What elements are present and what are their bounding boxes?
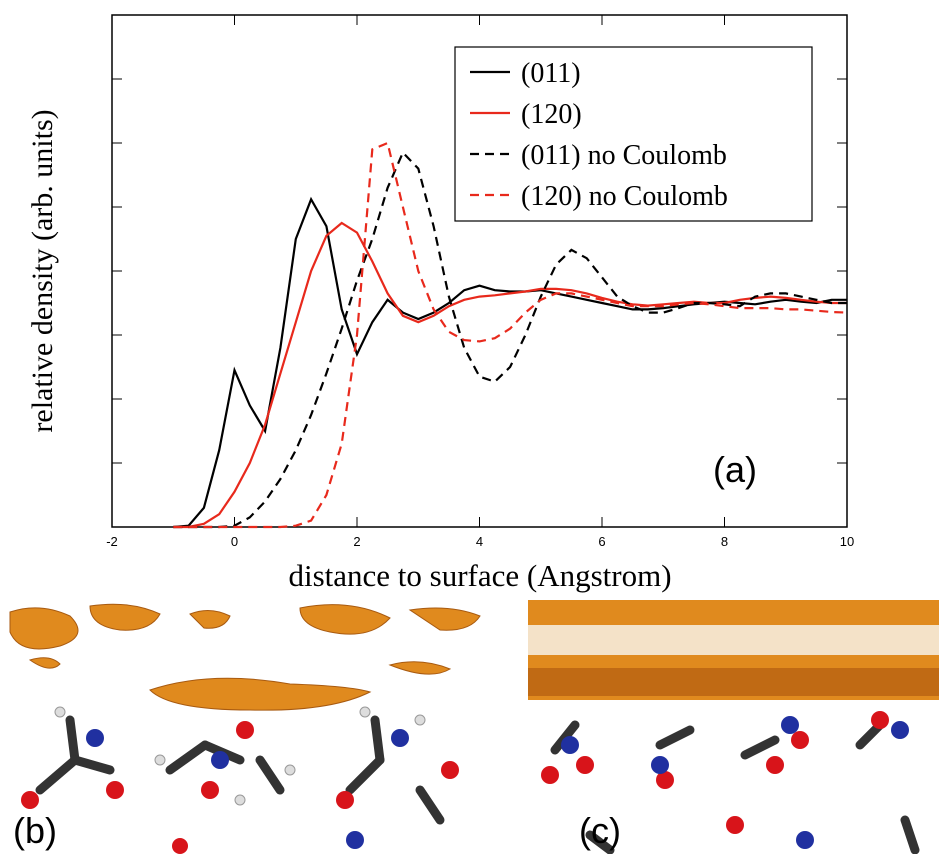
x-tick-label: 8 — [721, 534, 728, 549]
panel-label: (c) — [579, 810, 621, 851]
x-tick-label: -2 — [106, 534, 118, 549]
legend-box — [454, 46, 813, 222]
legend-label: (011) — [521, 58, 581, 89]
legend-label: (120) no Coulomb — [521, 181, 728, 212]
x-tick-label: 6 — [598, 534, 605, 549]
panel-c-image — [528, 600, 939, 854]
series-line — [173, 141, 848, 529]
y-axis-label: relative density (arb. units) — [26, 109, 59, 432]
legend-label: (011) no Coulomb — [521, 140, 727, 171]
x-axis-label: distance to surface (Angstrom) — [288, 558, 671, 593]
panel-b-image — [0, 600, 495, 854]
x-tick-label: 4 — [476, 534, 483, 549]
x-tick-label: 2 — [353, 534, 360, 549]
x-tick-label: 10 — [840, 534, 854, 549]
series-line — [173, 150, 847, 529]
series-line — [173, 221, 847, 529]
annotation: (a) — [713, 449, 757, 490]
series-line — [173, 196, 847, 529]
x-tick-label: 0 — [231, 534, 238, 549]
panel-label: (b) — [13, 810, 57, 851]
legend-label: (120) — [521, 99, 582, 130]
